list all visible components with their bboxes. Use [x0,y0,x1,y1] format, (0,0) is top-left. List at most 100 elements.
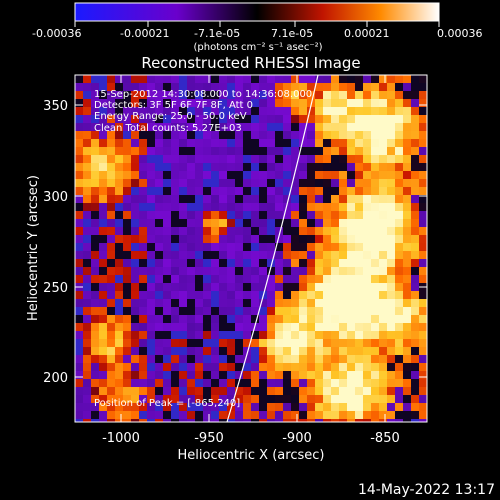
image-pixel [339,355,347,363]
image-pixel [379,179,387,187]
image-pixel [75,387,83,395]
image-pixel [147,195,155,203]
image-pixel [411,267,419,275]
image-pixel [139,315,147,323]
image-pixel [371,163,379,171]
image-pixel [363,99,371,107]
image-pixel [331,251,339,259]
image-pixel [411,83,419,91]
image-pixel [195,395,203,403]
image-pixel [259,259,267,267]
image-pixel [227,387,235,395]
image-pixel [243,291,251,299]
image-pixel [259,315,267,323]
image-pixel [187,243,195,251]
image-pixel [323,275,331,283]
image-pixel [115,347,123,355]
image-pixel [307,179,315,187]
image-pixel [147,299,155,307]
image-pixel [323,395,331,403]
image-pixel [187,235,195,243]
image-pixel [139,211,147,219]
image-pixel [299,219,307,227]
image-pixel [323,251,331,259]
image-pixel [211,371,219,379]
image-pixel [331,331,339,339]
image-pixel [179,187,187,195]
image-pixel [115,315,123,323]
image-pixel [187,187,195,195]
image-pixel [339,179,347,187]
image-pixel [227,243,235,251]
image-pixel [147,227,155,235]
image-pixel [371,203,379,211]
image-pixel [131,291,139,299]
image-pixel [107,379,115,387]
image-pixel [115,163,123,171]
image-pixel [211,99,219,107]
image-pixel [411,355,419,363]
image-pixel [99,243,107,251]
image-pixel [267,315,275,323]
image-pixel [355,419,363,422]
image-pixel [251,387,259,395]
image-pixel [387,211,395,219]
image-pixel [139,259,147,267]
image-pixel [419,323,427,331]
image-pixel [355,107,363,115]
image-pixel [99,307,107,315]
image-pixel [355,275,363,283]
image-pixel [107,347,115,355]
image-pixel [227,235,235,243]
image-pixel [123,83,131,91]
image-pixel [403,219,411,227]
image-pixel [171,411,179,419]
image-pixel [251,179,259,187]
image-pixel [91,387,99,395]
image-pixel [123,355,131,363]
image-pixel [243,107,251,115]
image-pixel [323,179,331,187]
image-pixel [235,179,243,187]
image-pixel [75,243,83,251]
image-pixel [403,371,411,379]
image-pixel [315,403,323,411]
image-pixel [235,299,243,307]
image-pixel [147,291,155,299]
image-pixel [115,75,123,83]
image-pixel [419,83,427,91]
image-pixel [147,179,155,187]
image-pixel [83,387,91,395]
image-pixel [171,395,179,403]
image-pixel [379,83,387,91]
image-pixel [275,339,283,347]
image-pixel [179,355,187,363]
image-pixel [195,259,203,267]
image-pixel [283,275,291,283]
image-pixel [195,307,203,315]
image-pixel [243,371,251,379]
image-pixel [291,131,299,139]
image-pixel [371,91,379,99]
image-pixel [307,187,315,195]
colorbar-tick-label: 7.1e-05 [271,27,313,40]
image-pixel [99,219,107,227]
image-pixel [315,83,323,91]
image-pixel [219,243,227,251]
image-pixel [339,283,347,291]
image-pixel [155,259,163,267]
image-pixel [395,235,403,243]
image-pixel [283,91,291,99]
image-pixel [291,275,299,283]
image-pixel [267,355,275,363]
image-pixel [227,187,235,195]
image-pixel [339,403,347,411]
image-pixel [227,275,235,283]
image-pixel [131,355,139,363]
image-pixel [403,75,411,83]
image-pixel [371,219,379,227]
image-pixel [211,403,219,411]
image-pixel [267,291,275,299]
image-pixel [331,403,339,411]
image-pixel [387,123,395,131]
